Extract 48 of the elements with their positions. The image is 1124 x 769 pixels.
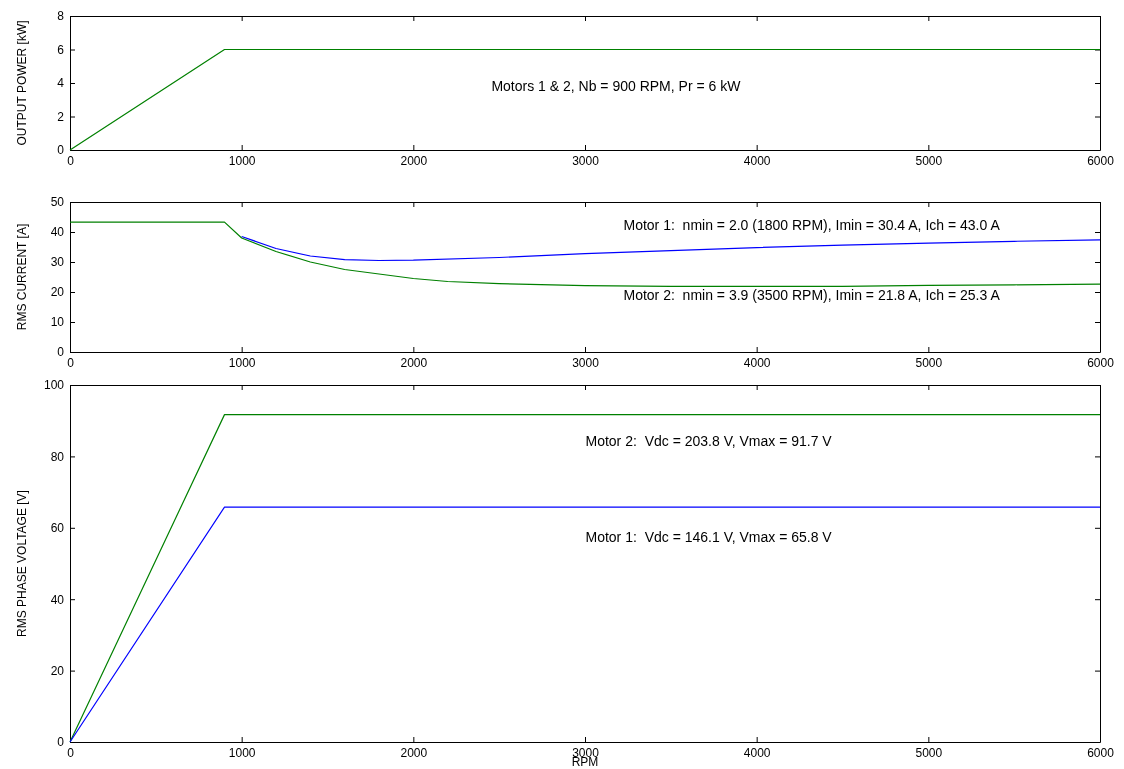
x-tick-label: 2000 [400, 153, 428, 168]
annotation: Motors 1 & 2, Nb = 900 RPM, Pr = 6 kW [491, 77, 742, 94]
x-tick-label: 1000 [228, 153, 256, 168]
x-tick-label: 6000 [1087, 153, 1115, 168]
x-tick-label: 3000 [572, 355, 600, 370]
y-tick-label: 30 [50, 255, 65, 270]
x-tick-label: 4000 [743, 153, 771, 168]
x-tick-label: 2000 [400, 355, 428, 370]
x-tick-label: 6000 [1087, 745, 1115, 760]
x-tick-label: 0 [67, 153, 75, 168]
x-tick-label: 3000 [572, 153, 600, 168]
y-tick-label: 2 [57, 109, 65, 124]
x-tick-label: 6000 [1087, 355, 1115, 370]
line-series [241, 235, 1101, 262]
y-tick-label: 10 [50, 315, 65, 330]
y-tick-label: 20 [50, 663, 65, 678]
y-tick-label: 20 [50, 285, 65, 300]
x-tick-label: 5000 [915, 745, 943, 760]
annotation: Motor 2: nmin = 3.9 (3500 RPM), Imin = 21.8 A, Ich = 25.3 A [623, 287, 1001, 304]
x-tick-label: 0 [67, 355, 75, 370]
y-tick-label: 60 [50, 521, 65, 536]
y-axis-title: RMS PHASE VOLTAGE [V] [15, 490, 29, 637]
y-axis-title: OUTPUT POWER [kW] [15, 20, 29, 146]
y-tick-label: 100 [43, 378, 65, 393]
x-tick-label: 2000 [400, 745, 428, 760]
x-tick-label: 1000 [228, 355, 256, 370]
line-series [69, 221, 1101, 287]
y-tick-label: 50 [50, 195, 65, 210]
y-tick-label: 4 [57, 76, 65, 91]
annotation: Motor 1: nmin = 2.0 (1800 RPM), Imin = 30.4 A, Ich = 43.0 A [623, 216, 1001, 233]
x-tick-label: 4000 [743, 745, 771, 760]
y-axis-title: RMS CURRENT [A] [15, 223, 29, 331]
y-tick-label: 0 [57, 345, 65, 360]
y-tick-label: 8 [57, 9, 65, 24]
x-tick-label: 1000 [228, 745, 256, 760]
x-tick-label: 5000 [915, 355, 943, 370]
y-tick-label: 6 [57, 42, 65, 57]
y-tick-label: 40 [50, 592, 65, 607]
y-tick-label: 0 [57, 735, 65, 750]
annotation: Motor 1: Vdc = 146.1 V, Vmax = 65.8 V [585, 529, 833, 546]
y-tick-label: 40 [50, 225, 65, 240]
annotation: Motor 2: Vdc = 203.8 V, Vmax = 91.7 V [585, 432, 833, 449]
y-tick-label: 80 [50, 449, 65, 464]
x-tick-label: 5000 [915, 153, 943, 168]
y-tick-label: 0 [57, 143, 65, 158]
x-tick-label: 4000 [743, 355, 771, 370]
x-axis-title: RPM [571, 755, 599, 769]
x-tick-label: 0 [67, 745, 75, 760]
